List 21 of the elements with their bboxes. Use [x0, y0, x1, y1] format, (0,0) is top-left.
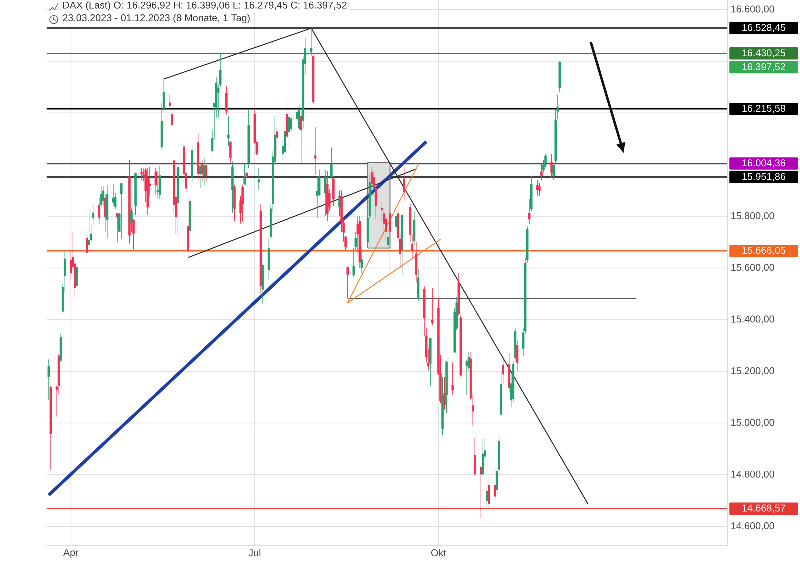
y-tick-label: 15.200,00	[732, 368, 774, 376]
ref-line-label: 16.430,25	[742, 50, 786, 58]
ref-line-label: 14.668,57	[742, 504, 786, 514]
x-tick-label: Apr	[63, 549, 79, 558]
y-tick-label: 16.600,00	[732, 6, 774, 14]
ref-line-label: 15.951,86	[742, 173, 786, 182]
y-tick-label: 14.800,00	[732, 470, 774, 480]
y-tick-label: 15.800,00	[732, 212, 774, 221]
chart-title: DAX (Last) O: 16.296,92 H: 16.399,06 L: 16.279,45 C: 16.397,52	[63, 2, 347, 11]
text: 23.03.2023 - 01.12.2023 (8 Monate, 1 Tag)	[63, 14, 250, 24]
y-tick-label: 15.600,00	[732, 264, 774, 272]
x-tick-label: Okt	[432, 549, 446, 557]
ref-line-label: 16.004,36	[742, 160, 786, 168]
y-tick-label: 14.600,00	[732, 522, 774, 531]
text: 16.397,52	[742, 64, 786, 72]
y-tick-label: 15.400,00	[732, 316, 774, 324]
x-tick-label: Jul	[248, 549, 261, 557]
y-tick-label: 15.000,00	[732, 419, 774, 428]
ref-line-label: 16.215,58	[742, 105, 786, 114]
ref-line-label: 16.528,45	[742, 24, 786, 32]
ref-line-label: 15.666,05	[742, 247, 786, 256]
